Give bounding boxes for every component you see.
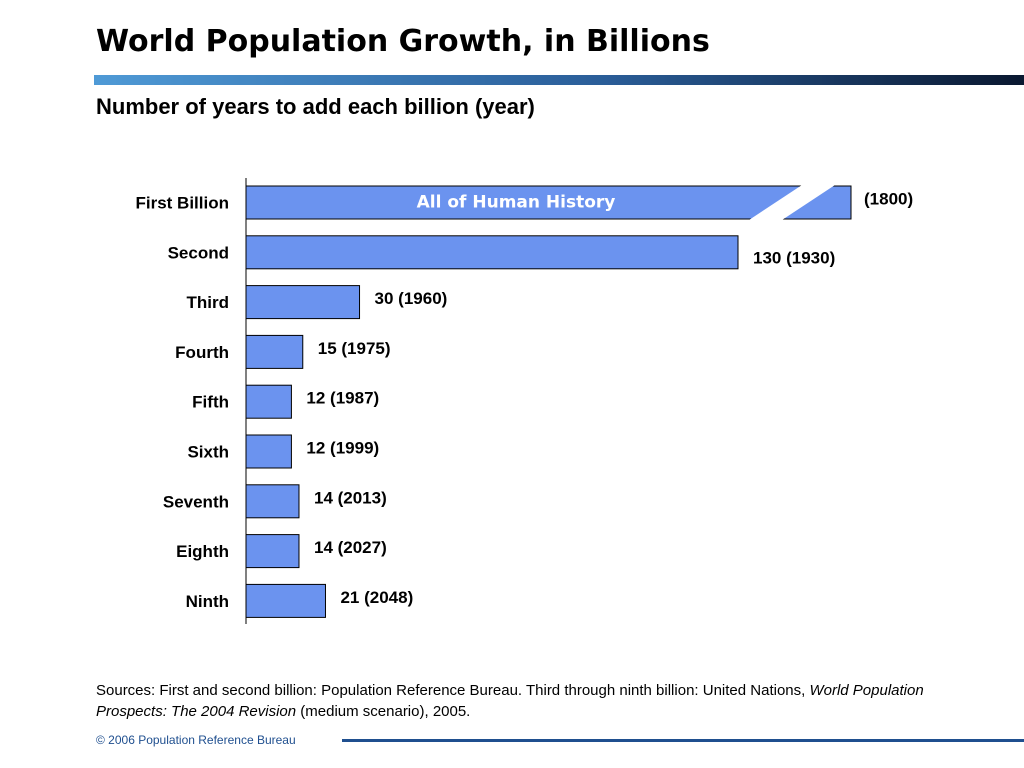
data-label: 12 (1987) xyxy=(306,389,379,408)
category-label: Seventh xyxy=(163,492,229,511)
data-label: 14 (2027) xyxy=(314,538,387,557)
category-label: Second xyxy=(168,243,229,262)
chart-subtitle: Number of years to add each billion (yea… xyxy=(96,94,535,119)
sources-text-end: (medium scenario), 2005. xyxy=(296,703,471,720)
data-label: 130 (1930) xyxy=(753,248,835,267)
bar xyxy=(245,235,739,270)
bar xyxy=(245,583,326,618)
category-label: Eighth xyxy=(176,542,229,561)
sources-text: Sources: First and second billion: Popul… xyxy=(96,682,810,699)
data-label: 21 (2048) xyxy=(340,588,413,607)
sources-note: Sources: First and second billion: Popul… xyxy=(96,680,976,722)
data-label: 14 (2013) xyxy=(314,488,387,507)
slide-title: World Population Growth, in Billions xyxy=(96,24,710,59)
category-label: First Billion xyxy=(136,194,230,213)
bar xyxy=(245,434,292,469)
category-label: Ninth xyxy=(186,592,229,611)
bar-inner-label: All of Human History xyxy=(417,193,616,213)
data-label: 12 (1999) xyxy=(306,439,379,458)
footer-rule xyxy=(342,739,1024,742)
category-label: Third xyxy=(187,293,230,312)
title-rule xyxy=(94,75,1024,85)
bar xyxy=(245,384,292,419)
category-label: Fourth xyxy=(175,343,229,362)
bar xyxy=(245,534,300,569)
bar xyxy=(245,285,361,320)
bar-break-mark xyxy=(749,185,835,220)
category-label: Sixth xyxy=(187,443,229,462)
category-label: Fifth xyxy=(192,393,229,412)
sources-publication: World Population Prospects: The 2004 Rev… xyxy=(96,682,924,720)
data-label: 15 (1975) xyxy=(318,339,391,358)
data-label: (1800) xyxy=(864,190,913,209)
bar xyxy=(245,484,300,519)
bar-first-billion xyxy=(245,185,852,220)
bar xyxy=(245,334,304,369)
data-label: 30 (1960) xyxy=(375,289,448,308)
copyright-footer: © 2006 Population Reference Bureau xyxy=(96,733,296,747)
